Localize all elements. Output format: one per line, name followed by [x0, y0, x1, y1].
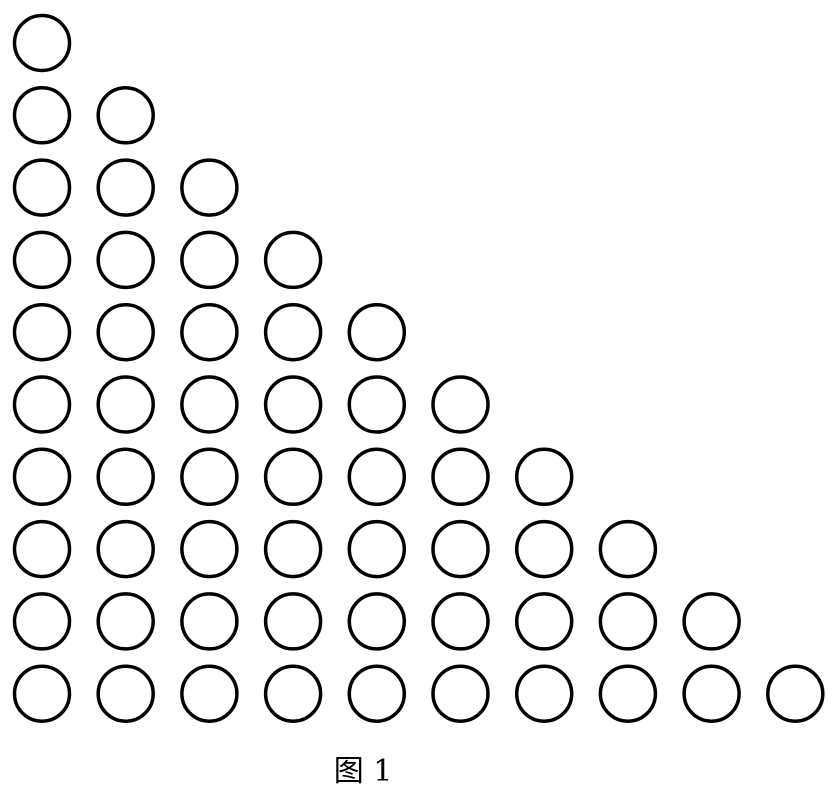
circle-r10-c3 — [180, 664, 239, 723]
circle-r7-c5 — [347, 447, 407, 507]
circle-r10-c2 — [96, 664, 155, 723]
triangular-circle-figure — [12, 13, 825, 723]
circle-r9-c2 — [96, 592, 155, 651]
circle-r2-c1 — [12, 86, 72, 145]
circle-r6-c1 — [12, 375, 72, 434]
circle-r7-c2 — [96, 447, 155, 507]
circle-r10-c5 — [347, 664, 407, 723]
circle-r6-c4 — [263, 375, 323, 434]
circle-r6-c5 — [347, 375, 407, 434]
circle-r4-c2 — [96, 230, 155, 290]
circle-r5-c1 — [12, 302, 72, 362]
circle-r10-c4 — [263, 664, 323, 723]
circle-r9-c1 — [12, 592, 72, 651]
circle-r6-c3 — [180, 375, 239, 434]
circle-r9-c7 — [514, 592, 574, 651]
circle-r10-c8 — [598, 664, 658, 723]
circle-r6-c6 — [431, 375, 490, 434]
circle-r4-c4 — [263, 230, 323, 290]
circle-r8-c1 — [12, 519, 72, 579]
circle-r9-c3 — [180, 592, 239, 651]
circle-r3-c3 — [180, 158, 239, 217]
circle-r10-c6 — [431, 664, 490, 723]
circle-r7-c1 — [12, 447, 72, 507]
circle-r1-c1 — [12, 13, 72, 73]
circle-r7-c4 — [263, 447, 323, 507]
circle-r8-c5 — [347, 519, 407, 579]
circle-r3-c1 — [12, 158, 72, 217]
circle-r8-c7 — [514, 519, 574, 579]
circle-r10-c9 — [682, 664, 741, 723]
circle-r5-c4 — [263, 302, 323, 362]
circle-r9-c8 — [598, 592, 658, 651]
circle-r7-c7 — [514, 447, 574, 507]
circle-r4-c3 — [180, 230, 239, 290]
circle-r10-c7 — [514, 664, 574, 723]
circle-r10-c10 — [766, 664, 825, 723]
circle-r4-c1 — [12, 230, 72, 290]
circle-r7-c3 — [180, 447, 239, 507]
circle-r10-c1 — [12, 664, 72, 723]
circle-r8-c3 — [180, 519, 239, 579]
circle-r9-c9 — [682, 592, 741, 651]
circle-r5-c2 — [96, 302, 155, 362]
circle-r8-c8 — [598, 519, 658, 579]
circle-r5-c3 — [180, 302, 239, 362]
circle-r9-c6 — [431, 592, 490, 651]
circle-r9-c4 — [263, 592, 323, 651]
circle-r5-c5 — [347, 302, 407, 362]
circle-r6-c2 — [96, 375, 155, 434]
circle-r9-c5 — [347, 592, 407, 651]
circle-r8-c4 — [263, 519, 323, 579]
circle-r8-c6 — [431, 519, 490, 579]
circle-r2-c2 — [96, 86, 155, 145]
circle-r8-c2 — [96, 519, 155, 579]
circle-r3-c2 — [96, 158, 155, 217]
circle-r7-c6 — [431, 447, 490, 507]
figure-caption: 图 1 — [333, 754, 393, 789]
